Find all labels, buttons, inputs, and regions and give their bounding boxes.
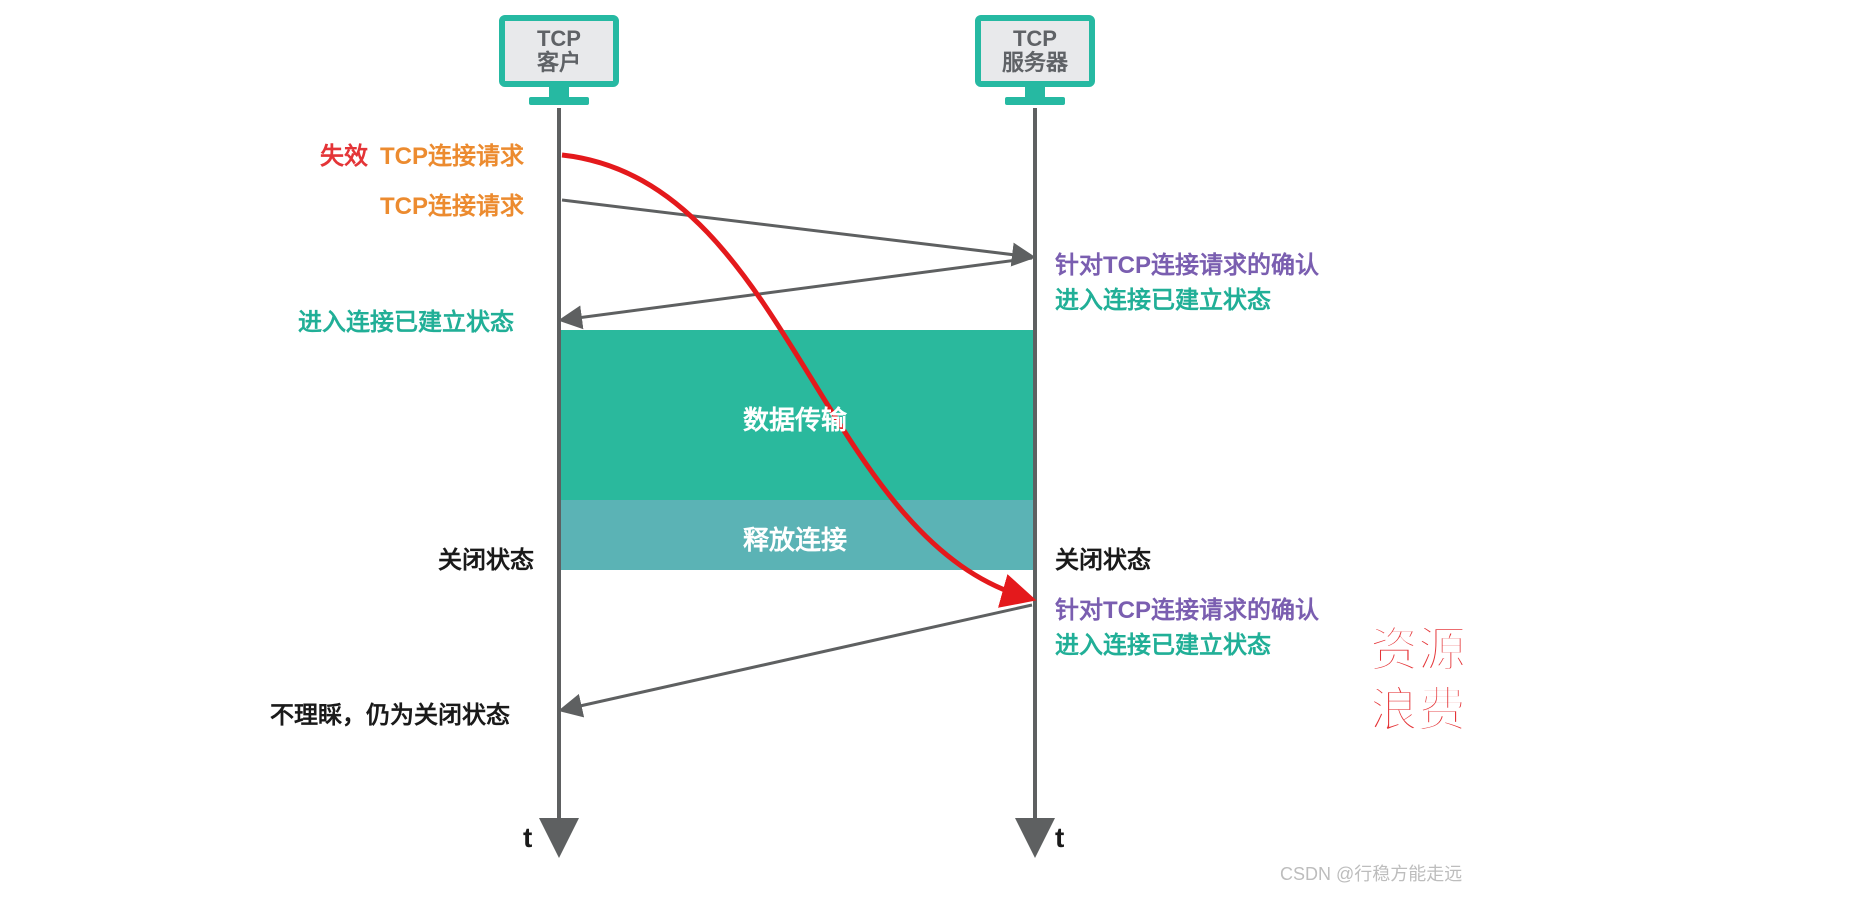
label-closed-right: 关闭状态 <box>1055 540 1151 575</box>
label-data-transfer: 数据传输 <box>743 400 847 437</box>
label-ignore: 不理睬，仍为关闭状态 <box>270 695 510 730</box>
diagram-svg <box>0 0 1866 898</box>
arrow-ack-2 <box>562 605 1032 710</box>
label-req1: TCP连接请求 <box>380 136 524 171</box>
label-ack1-line1: 针对TCP连接请求的确认 <box>1055 245 1319 280</box>
label-t-left: t <box>523 822 532 854</box>
label-fail: 失效 <box>320 136 368 171</box>
label-established-left: 进入连接已建立状态 <box>298 302 514 337</box>
label-ack1-line2: 进入连接已建立状态 <box>1055 280 1271 315</box>
label-release: 释放连接 <box>743 520 847 557</box>
big-red-2: 浪费 <box>1370 670 1466 740</box>
tcp-sequence-diagram: TCP客户 TCP服务器 <box>0 0 1866 898</box>
label-closed-left: 关闭状态 <box>438 540 534 575</box>
watermark: CSDN @行稳方能走远 <box>1280 860 1462 886</box>
label-req2: TCP连接请求 <box>380 186 524 221</box>
arrow-request-2 <box>562 200 1032 257</box>
arrow-ack-1 <box>562 258 1032 320</box>
label-t-right: t <box>1055 822 1064 854</box>
label-ack2-line2: 进入连接已建立状态 <box>1055 625 1271 660</box>
label-ack2-line1: 针对TCP连接请求的确认 <box>1055 590 1319 625</box>
